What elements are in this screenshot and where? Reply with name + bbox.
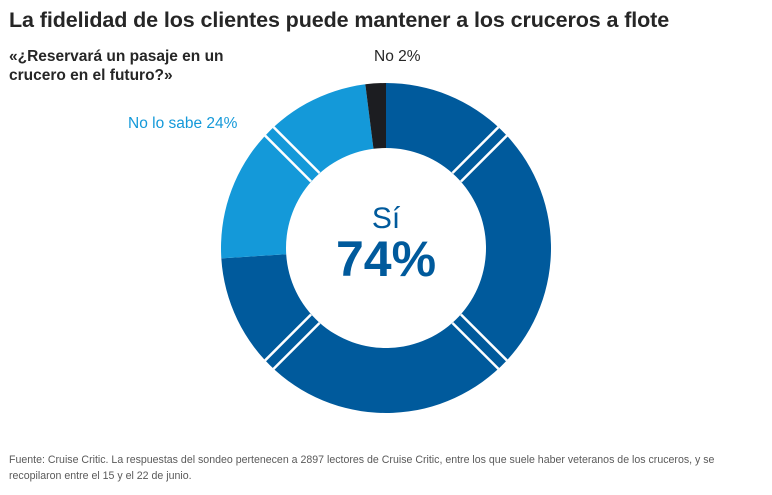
slice-label-no: No 2% xyxy=(374,48,421,65)
slice-si xyxy=(221,83,551,414)
slice-label-no-lo-sabe: No lo sabe 24% xyxy=(128,115,238,132)
ring-divider-line xyxy=(451,126,500,174)
ring-divider-line xyxy=(264,313,312,362)
slice-no xyxy=(365,83,386,149)
ring-divider-line xyxy=(460,134,508,183)
ring-dividers xyxy=(264,126,508,370)
chart-title: La fidelidad de los clientes puede mante… xyxy=(9,8,670,32)
ring-divider-line xyxy=(272,322,321,370)
center-value: 74% xyxy=(336,231,436,287)
center-label: Sí xyxy=(372,202,401,235)
source-note: Fuente: Cruise Critic. La respuestas del… xyxy=(9,454,715,482)
donut-slices xyxy=(221,83,551,414)
chart-subtitle: «¿Reservará un pasaje en un crucero en e… xyxy=(9,48,224,84)
ring-divider-line xyxy=(272,126,321,174)
ring-divider-line xyxy=(460,313,508,362)
ring-divider-line xyxy=(451,322,500,370)
slice-no-lo-sabe xyxy=(221,84,374,259)
ring-divider-line xyxy=(264,134,312,183)
